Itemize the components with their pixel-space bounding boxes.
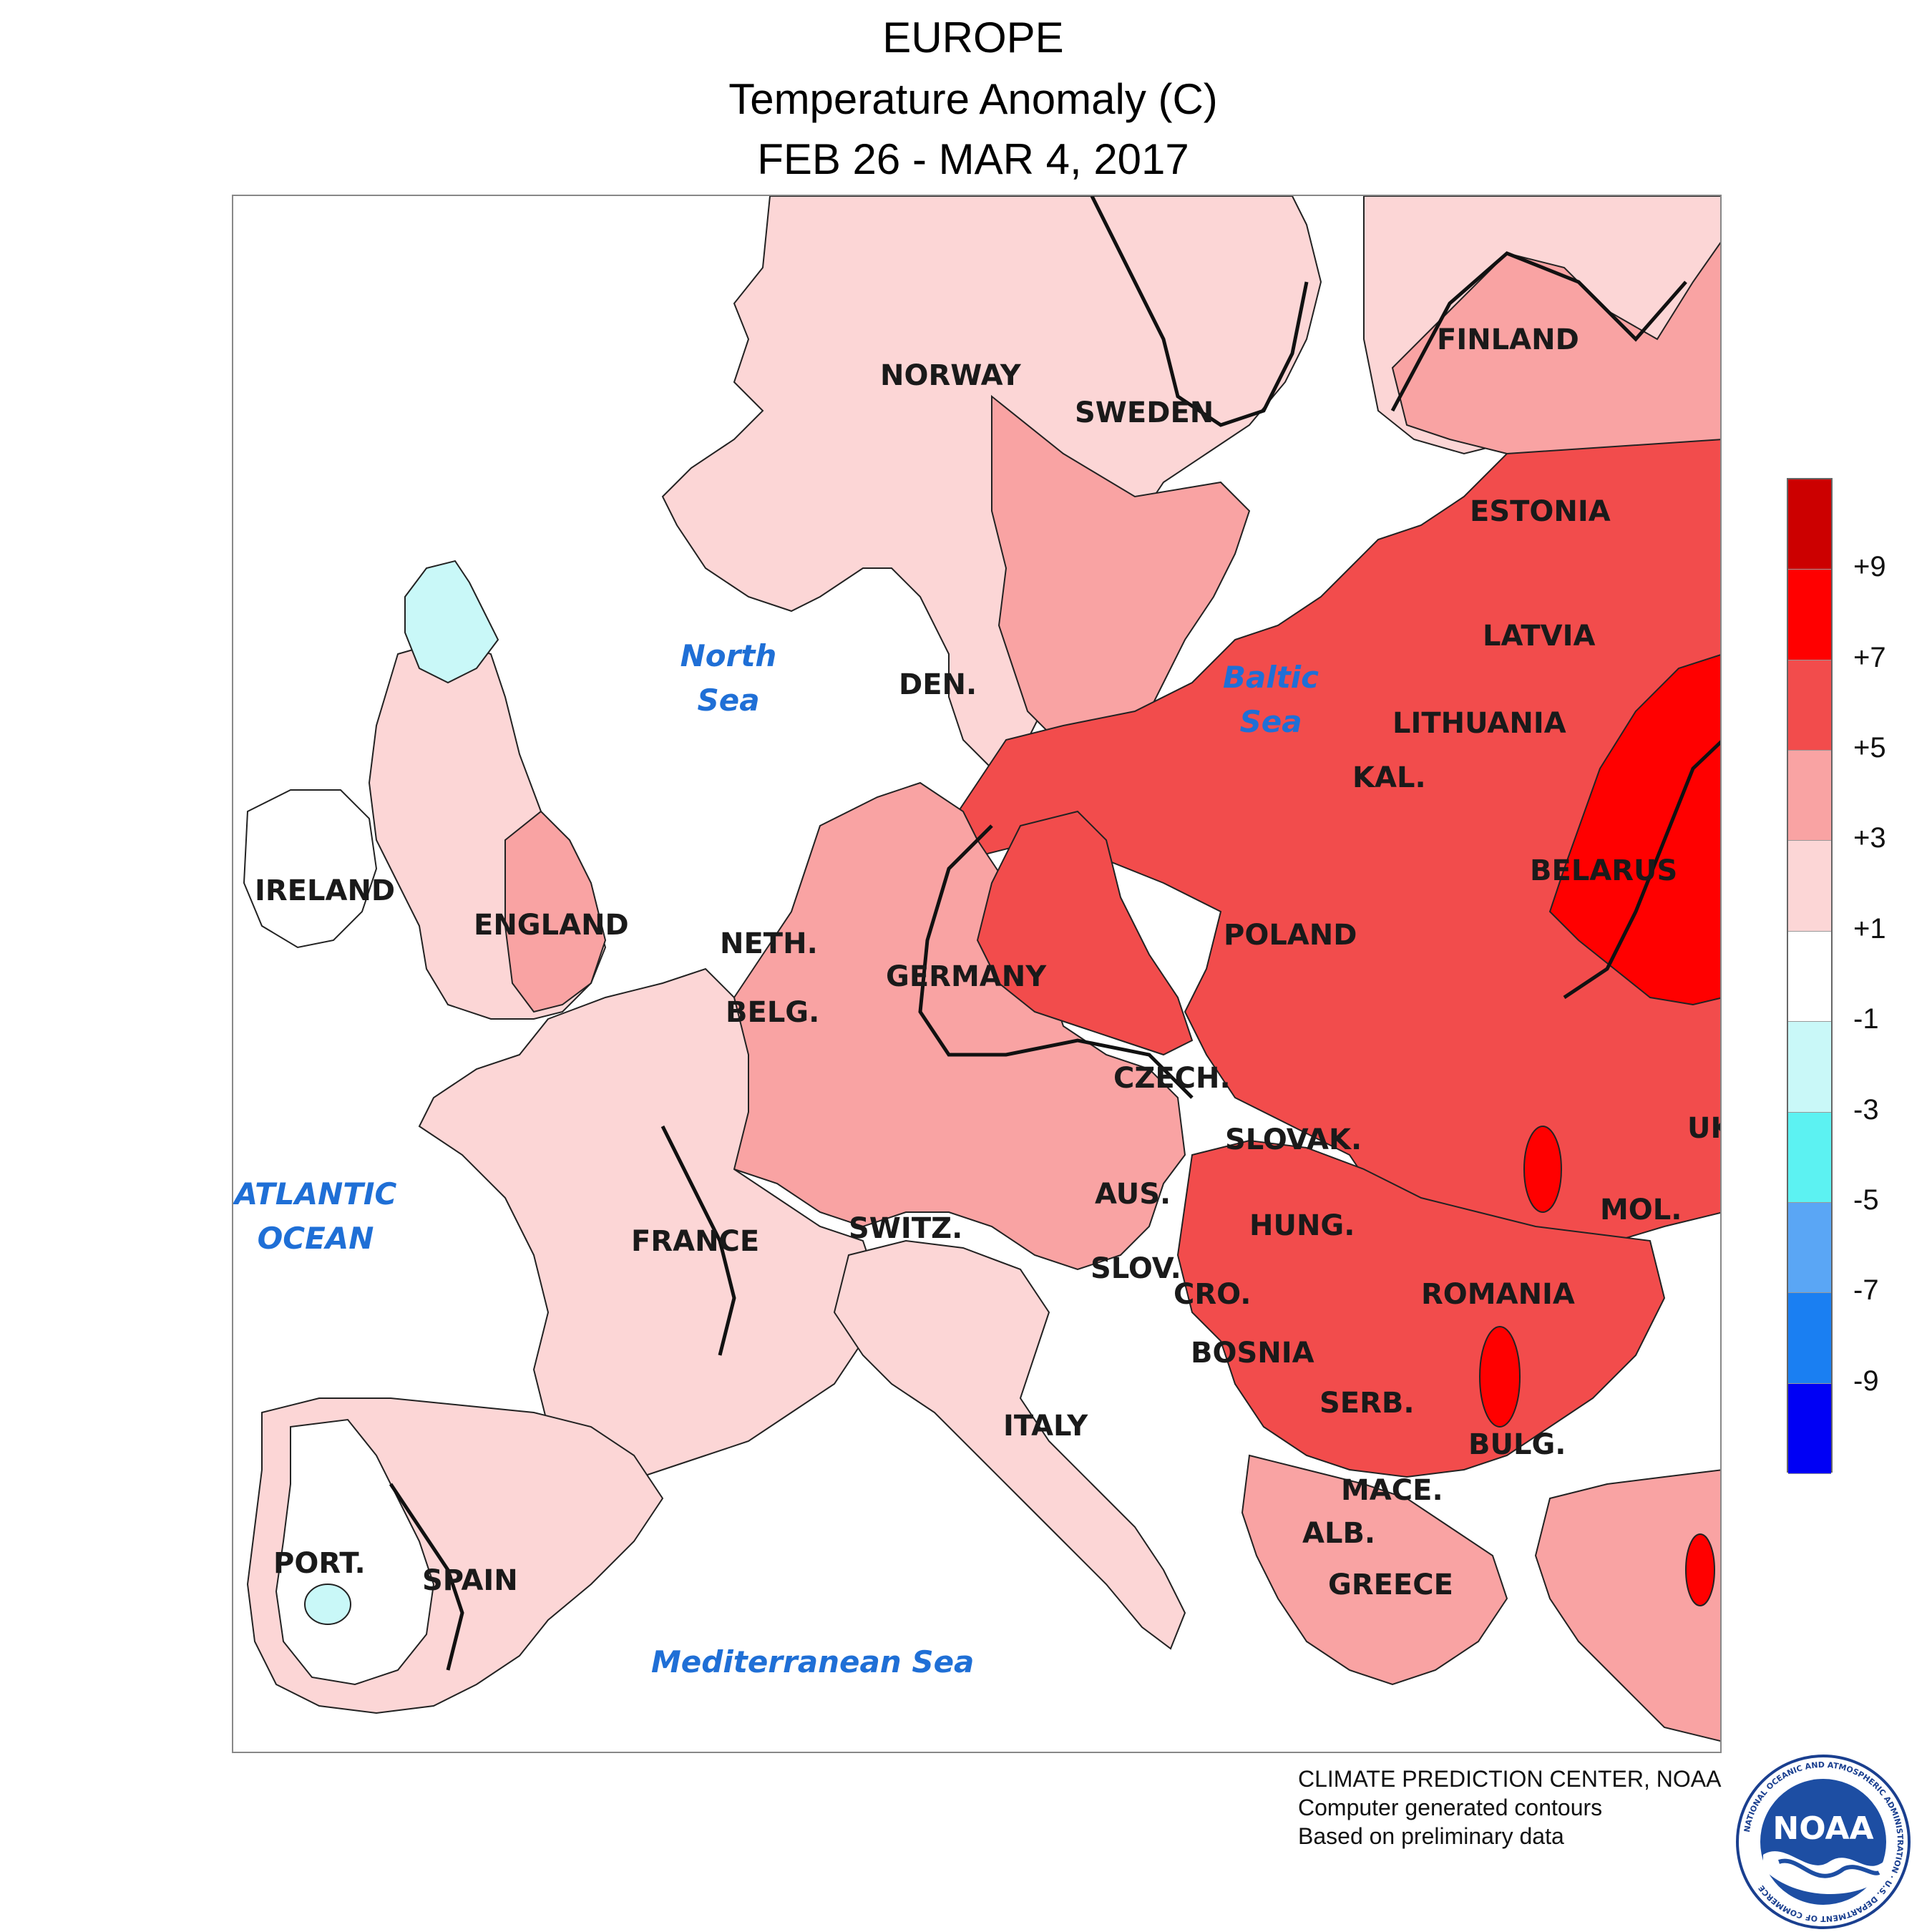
country-label-lithuania: LITHUANIA [1392, 707, 1566, 740]
country-label-bosnia: BOSNIA [1191, 1337, 1314, 1370]
anomaly-region-finland-south [1391, 241, 1720, 497]
legend-tick-label: -7 [1853, 1274, 1879, 1307]
country-label-estonia: ESTONIA [1470, 495, 1611, 528]
contour-line-4 [918, 824, 1194, 1099]
anomaly-spot-ukraine-hot [1523, 1126, 1562, 1213]
anomaly-region-turkey [1534, 1469, 1720, 1742]
contour-line-6 [389, 1483, 464, 1671]
country-label-italy: ITALY [1003, 1410, 1088, 1443]
map-subtitle: Temperature Anomaly (C) [728, 75, 1218, 123]
country-label-england: ENGLAND [474, 909, 629, 942]
anomaly-region-belarus-hot [1548, 654, 1720, 1006]
country-label-ireland: IRELAND [255, 874, 396, 907]
legend-tick-label: +7 [1853, 641, 1886, 673]
sea-label-atlantic-line2: OCEAN [257, 1221, 374, 1256]
country-label-alb: ALB. [1302, 1517, 1376, 1550]
country-label-mol: MOL. [1600, 1194, 1682, 1226]
country-label-germany: GERMANY [886, 960, 1047, 993]
contour-line-5 [660, 1125, 736, 1356]
anomaly-region-balkans [1176, 1139, 1666, 1478]
legend-swatch [1788, 841, 1831, 932]
legend-swatch [1788, 1293, 1831, 1384]
noaa-logo: NOAA NATIONAL OCEANIC AND ATMOSPHERIC AD… [1736, 1755, 1911, 1929]
map-date-range: FEB 26 - MAR 4, 2017 [757, 135, 1189, 183]
country-label-czech: CZECH. [1113, 1062, 1231, 1095]
anomaly-spot-turkey-hot [1685, 1533, 1715, 1606]
sea-label-baltic-sea: Baltic [1222, 660, 1319, 695]
legend-swatch [1788, 1202, 1831, 1294]
country-label-den: DEN. [899, 668, 977, 701]
anomaly-region-england-warm [504, 810, 607, 1013]
country-label-norway: NORWAY [880, 359, 1021, 392]
legend-swatch [1788, 751, 1831, 841]
anomaly-region-italy [833, 1239, 1186, 1650]
anomaly-spot-romania-hot [1479, 1326, 1521, 1428]
anomaly-region-greece [1241, 1454, 1508, 1686]
anomaly-region-scotland-cool [404, 560, 499, 684]
sea-label-north-sea: North Sea [650, 634, 807, 723]
country-label-hung: HUNG. [1249, 1209, 1355, 1242]
anomaly-region-ireland [243, 789, 378, 949]
anomaly-region-france [418, 967, 879, 1485]
country-label-greece: GREECE [1328, 1568, 1453, 1601]
credit-data-note: Based on preliminary data [1298, 1823, 1564, 1849]
legend-swatch [1788, 479, 1831, 570]
country-label-belarus: BELARUS [1530, 854, 1678, 887]
contour-line-3 [1563, 740, 1720, 1000]
map-title: EUROPE [882, 14, 1064, 62]
legend-tick-label: +5 [1853, 732, 1886, 764]
sea-label-mediterranean: Mediterranean Sea [651, 1644, 975, 1679]
country-label-aus: AUS. [1095, 1178, 1171, 1211]
country-label-france: FRANCE [631, 1225, 760, 1258]
legend-tick-label: +3 [1853, 822, 1886, 854]
legend-tick-label: -5 [1853, 1184, 1879, 1216]
color-legend [1787, 478, 1833, 1474]
anomaly-spot-portugal-cool [304, 1584, 351, 1625]
anomaly-region-germany-east [976, 810, 1194, 1056]
country-label-port: PORT. [273, 1547, 366, 1580]
country-label-mace: MACE. [1341, 1474, 1443, 1507]
sea-label-atlantic: ATLANTIC [234, 1176, 397, 1211]
legend-swatch [1788, 570, 1831, 660]
country-label-switz: SWITZ. [849, 1212, 963, 1245]
legend-tick-label: -1 [1853, 1003, 1879, 1035]
sea-label-north-sea-line1: North [680, 638, 777, 673]
credit-source: CLIMATE PREDICTION CENTER, NOAA [1298, 1766, 1722, 1792]
anomaly-map-canvas [243, 196, 1720, 1742]
legend-swatch [1788, 1383, 1831, 1474]
country-label-latvia: LATVIA [1483, 620, 1596, 653]
country-label-belg: BELG. [726, 996, 820, 1029]
country-label-neth: NETH. [720, 927, 818, 960]
legend-swatch [1788, 931, 1831, 1023]
contour-line-1 [1090, 196, 1309, 427]
country-label-poland: POLAND [1224, 919, 1357, 952]
country-label-sweden: SWEDEN [1075, 396, 1214, 429]
country-label-romania: ROMANIA [1421, 1278, 1575, 1311]
country-label-bulg: BULG. [1468, 1428, 1566, 1461]
credit-method: Computer generated contours [1298, 1795, 1603, 1820]
legend-swatch [1788, 660, 1831, 751]
country-label-kal: KAL. [1352, 761, 1426, 794]
country-label-cro: CRO. [1174, 1278, 1252, 1311]
country-label-spain: SPAIN [422, 1564, 518, 1597]
country-label-finland: FINLAND [1437, 323, 1579, 356]
legend-swatch [1788, 1112, 1831, 1203]
legend-tick-label: +1 [1853, 912, 1886, 945]
contour-line-2 [1390, 251, 1687, 412]
legend-tick-label: -3 [1853, 1093, 1879, 1126]
noaa-logo-letters: NOAA [1772, 1810, 1873, 1847]
country-label-slov: SLOV. [1091, 1252, 1181, 1285]
legend-tick-label: -9 [1853, 1365, 1879, 1397]
legend-swatch [1788, 1022, 1831, 1113]
country-label-uk: UK [1687, 1112, 1720, 1145]
anomaly-map: NORWAY SWEDEN FINLAND ESTONIA LATVIA LIT… [232, 195, 1722, 1753]
country-label-serb: SERB. [1319, 1387, 1415, 1420]
country-label-slovak: SLOVAK. [1225, 1123, 1362, 1156]
sea-label-baltic-sea-line2: Sea [1239, 704, 1302, 739]
sea-label-north-sea-line2: Sea [697, 683, 760, 718]
legend-tick-label: +9 [1853, 551, 1886, 583]
